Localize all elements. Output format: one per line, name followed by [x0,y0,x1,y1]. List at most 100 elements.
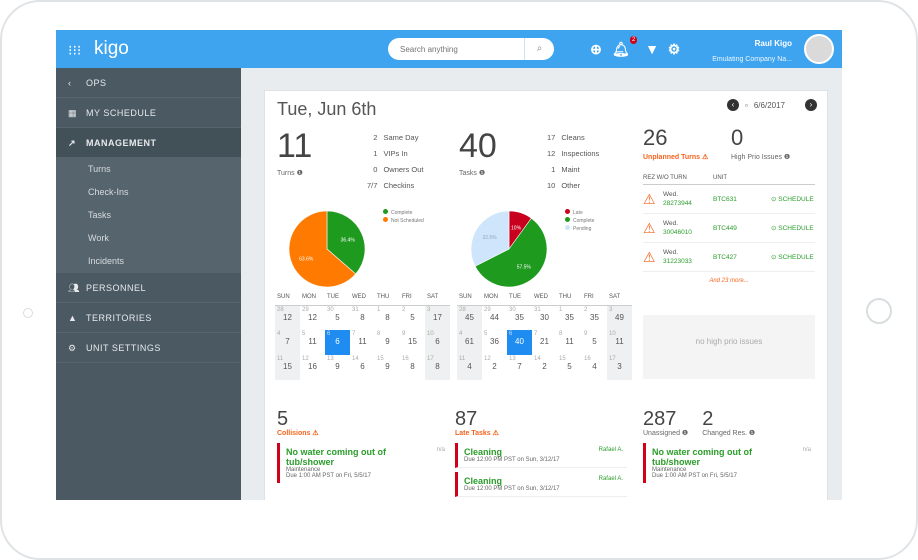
calendar-day[interactable]: 11 15 [275,355,300,380]
calendar-day[interactable]: 9 15 [400,330,425,355]
prev-day-icon[interactable]: ‹ [727,99,739,111]
calendar-day[interactable]: 11 4 [457,355,482,380]
search-input[interactable] [388,38,524,60]
user-info[interactable]: Raul Kigo Emulating Company Na... [712,39,792,66]
late-task-item[interactable]: Rafael A. Cleaning Due 12:00 PM PST on Sun… [455,472,627,497]
add-icon[interactable]: ⊕ [590,41,602,57]
pie-slice-not-scheduled[interactable] [288,210,357,288]
gear-icon[interactable]: ⚙ [667,41,681,57]
calendar-day[interactable]: 30 35 [507,305,532,330]
calendar-day[interactable]: 13 7 [507,355,532,380]
home-button[interactable] [866,298,892,324]
calendar-day[interactable]: 10 11 [607,330,632,355]
calendar-day[interactable]: 17 3 [607,355,632,380]
sidebar-item-personnel[interactable]: 👥︎ PERSONNEL [56,273,241,303]
day-count: 45 [465,312,474,322]
bell-icon[interactable]: 🔔︎ [612,41,628,57]
calendar-day[interactable]: 8 11 [557,330,582,355]
rez-id-link[interactable]: 31223033 [663,258,692,265]
submenu-turns[interactable]: Turns [88,164,111,174]
submenu-check-ins[interactable]: Check-Ins [88,187,129,197]
schedule-button[interactable]: ⊙ SCHEDULE [771,195,814,203]
date-picker[interactable]: 6/6/2017 [753,100,785,110]
calendar-day[interactable]: 31 30 [532,305,557,330]
calendar-day[interactable]: 14 2 [532,355,557,380]
calendar-day[interactable]: 31 8 [350,305,375,330]
schedule-button[interactable]: ⊙ SCHEDULE [771,224,814,232]
sidebar-item-my-schedule[interactable]: ▦ MY SCHEDULE [56,98,241,128]
schedule-button[interactable]: ⊙ SCHEDULE [771,253,814,261]
unplanned-label[interactable]: Unplanned Turns ⚠ [643,154,709,161]
late-label[interactable]: Late Tasks ⚠ [455,430,499,437]
legend-entry[interactable]: Complete [565,217,594,225]
more-link[interactable]: And 23 more... [709,278,749,284]
sidebar-item-territories[interactable]: ▲ TERRITORIES [56,303,241,333]
sidebar-item-management[interactable]: ↗ MANAGEMENT [56,128,241,158]
rez-id-link[interactable]: 30046010 [663,229,692,236]
button-label: SCHEDULE [778,254,814,261]
calendar-day[interactable]: 15 9 [375,355,400,380]
legend-entry[interactable]: Complete [383,209,424,217]
calendar-day[interactable]: 14 6 [350,355,375,380]
submenu-incidents[interactable]: Incidents [88,256,125,266]
calendar-day[interactable]: 3 49 [607,305,632,330]
calendar-day[interactable]: 17 8 [425,355,450,380]
calendar-day[interactable]: 15 5 [557,355,582,380]
unit-link[interactable]: BTC631 [713,195,737,203]
unassigned-item[interactable]: n/a No water coming out of tub/shower Main… [643,443,815,483]
calendar-day[interactable]: 28 12 [275,305,300,330]
legend-entry[interactable]: Late [565,209,594,217]
day-count: 11 [358,337,367,346]
calendar-day[interactable]: 13 9 [325,355,350,380]
sidebar-item-label: OPS [86,78,107,88]
calendar-day[interactable]: 10 6 [425,330,450,355]
stat-row: 2 Same Day [367,131,423,145]
calendar-day[interactable]: 7 11 [350,330,375,355]
pie-slice-pending[interactable] [470,210,510,267]
sidebar-item-unit-settings[interactable]: ⚙ UNIT SETTINGS [56,333,241,363]
legend-entry[interactable]: Not Scheduled [383,217,424,225]
calendar-day[interactable]: 12 16 [300,355,325,380]
late-task-item[interactable]: Rafael A. Cleaning Due 12:00 PM PST on Sun… [455,443,627,468]
calendar-day[interactable]: 29 44 [482,305,507,330]
calendar-day[interactable]: 7 21 [532,330,557,355]
search-icon[interactable]: ⌕ [524,38,554,60]
item-title: Cleaning [464,447,503,457]
rez-id-link[interactable]: 28273944 [663,200,692,207]
calendar-day[interactable]: 28 45 [457,305,482,330]
submenu-tasks[interactable]: Tasks [88,210,112,220]
calendar-day[interactable]: 1 35 [557,305,582,330]
calendar-day[interactable]: 16 4 [582,355,607,380]
day-count: 6 [435,337,440,346]
calendar-day[interactable]: 12 2 [482,355,507,380]
rez-cell: Wed. 28273944 [663,190,713,208]
filter-icon[interactable]: ▼ [645,41,659,57]
calendar-day[interactable]: 2 35 [582,305,607,330]
unit-link[interactable]: BTC427 [713,253,737,261]
submenu-work[interactable]: Work [88,233,109,243]
collision-item[interactable]: n/a No water coming out of tub/shower Main… [277,443,449,483]
calendar-day[interactable]: 16 8 [400,355,425,380]
unit-link[interactable]: BTC449 [713,224,737,232]
calendar-day[interactable]: 5 36 [482,330,507,355]
calendar-day[interactable]: 4 61 [457,330,482,355]
next-day-icon[interactable]: › [804,99,817,111]
pie-slice-complete[interactable] [326,210,366,275]
sidebar-back-ops[interactable]: ‹ OPS [56,68,241,98]
calendar-day[interactable]: 3 17 [425,305,450,330]
calendar-day[interactable]: 29 12 [300,305,325,330]
calendar-day[interactable]: 5 11 [300,330,325,355]
legend-entry[interactable]: Pending [565,225,594,233]
collisions-label[interactable]: Collisions ⚠ [277,430,319,437]
apps-grid-icon[interactable]: ⁝⁝⁝ [68,42,82,58]
calendar-day[interactable]: 6 40 [507,330,532,355]
pie-slice-complete[interactable] [474,217,548,288]
avatar[interactable] [804,34,834,64]
calendar-day[interactable]: 30 5 [325,305,350,330]
